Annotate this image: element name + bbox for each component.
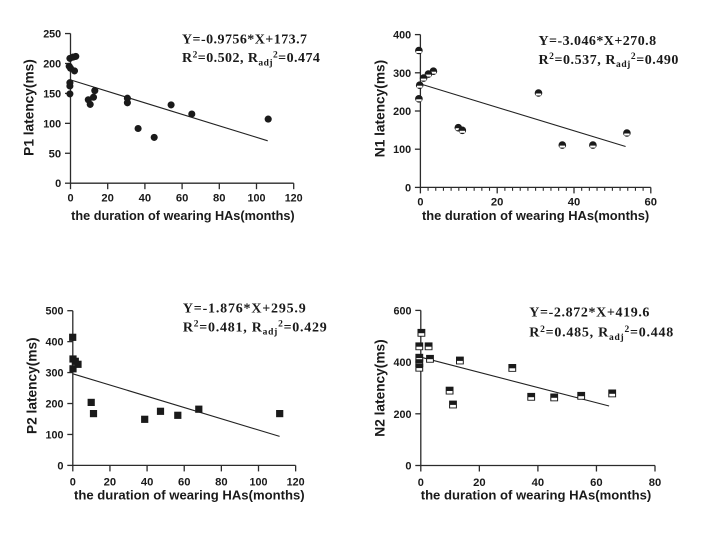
svg-text:0: 0 (405, 182, 411, 194)
svg-text:R2=0.481, Radj2=0.429: R2=0.481, Radj2=0.429 (183, 320, 328, 338)
svg-text:0: 0 (67, 192, 73, 204)
svg-text:100: 100 (250, 477, 268, 489)
svg-text:60: 60 (590, 477, 603, 489)
svg-text:0: 0 (405, 461, 411, 473)
svg-text:the duration of wearing HAs(mo: the duration of wearing HAs(months) (74, 488, 305, 503)
svg-text:50: 50 (49, 148, 62, 160)
svg-text:Y=-0.9756*X+173.7: Y=-0.9756*X+173.7 (182, 33, 308, 48)
svg-text:0: 0 (417, 197, 423, 209)
svg-text:Y=-3.046*X+270.8: Y=-3.046*X+270.8 (539, 34, 657, 49)
svg-text:20: 20 (491, 197, 504, 209)
svg-text:20: 20 (473, 477, 486, 489)
svg-text:R2=0.537, Radj2=0.490: R2=0.537, Radj2=0.490 (539, 52, 679, 70)
svg-text:0: 0 (57, 460, 63, 472)
svg-text:250: 250 (43, 29, 61, 41)
svg-text:60: 60 (176, 192, 189, 204)
svg-text:N2 latency(ms): N2 latency(ms) (372, 339, 387, 436)
svg-text:100: 100 (43, 118, 61, 130)
svg-text:P2 latency(ms): P2 latency(ms) (24, 337, 39, 434)
svg-text:40: 40 (568, 197, 581, 209)
svg-text:60: 60 (178, 477, 191, 489)
svg-text:150: 150 (43, 88, 61, 100)
svg-text:200: 200 (394, 409, 412, 421)
svg-text:400: 400 (394, 357, 412, 369)
svg-text:80: 80 (649, 477, 662, 489)
svg-text:120: 120 (285, 192, 303, 204)
svg-text:R2=0.485, Radj2=0.448: R2=0.485, Radj2=0.448 (529, 325, 674, 343)
svg-text:the duration of wearing HAs(mo: the duration of wearing HAs(months) (422, 208, 649, 223)
svg-text:40: 40 (532, 477, 545, 489)
svg-text:600: 600 (394, 305, 412, 317)
svg-text:Y=-1.876*X+295.9: Y=-1.876*X+295.9 (183, 302, 307, 317)
svg-text:120: 120 (287, 477, 305, 489)
svg-text:Y=-2.872*X+419.6: Y=-2.872*X+419.6 (529, 306, 650, 321)
svg-text:N1 latency(ms): N1 latency(ms) (372, 60, 387, 157)
svg-text:the duration of wearing HAs(mo: the duration of wearing HAs(months) (421, 488, 652, 503)
svg-text:P1 latency(ms): P1 latency(ms) (22, 59, 37, 156)
svg-text:20: 20 (104, 477, 117, 489)
svg-text:400: 400 (46, 337, 64, 349)
svg-text:80: 80 (213, 192, 226, 204)
svg-text:100: 100 (46, 429, 64, 441)
svg-text:0: 0 (70, 477, 76, 489)
svg-text:R2=0.502, Radj2=0.474: R2=0.502, Radj2=0.474 (182, 50, 320, 68)
svg-text:200: 200 (46, 399, 64, 411)
svg-text:400: 400 (393, 30, 411, 42)
svg-text:80: 80 (215, 477, 228, 489)
svg-text:300: 300 (46, 368, 64, 380)
svg-text:200: 200 (393, 106, 411, 118)
svg-text:500: 500 (46, 306, 64, 318)
svg-text:200: 200 (43, 58, 61, 70)
svg-text:60: 60 (645, 197, 658, 209)
svg-text:100: 100 (248, 192, 266, 204)
svg-text:the duration of wearing HAs(mo: the duration of wearing HAs(months) (71, 209, 294, 223)
svg-text:0: 0 (418, 477, 424, 489)
svg-text:20: 20 (101, 192, 114, 204)
svg-text:40: 40 (141, 477, 154, 489)
svg-text:100: 100 (393, 144, 411, 156)
svg-text:300: 300 (393, 68, 411, 80)
svg-text:0: 0 (55, 178, 61, 190)
svg-text:40: 40 (139, 192, 152, 204)
